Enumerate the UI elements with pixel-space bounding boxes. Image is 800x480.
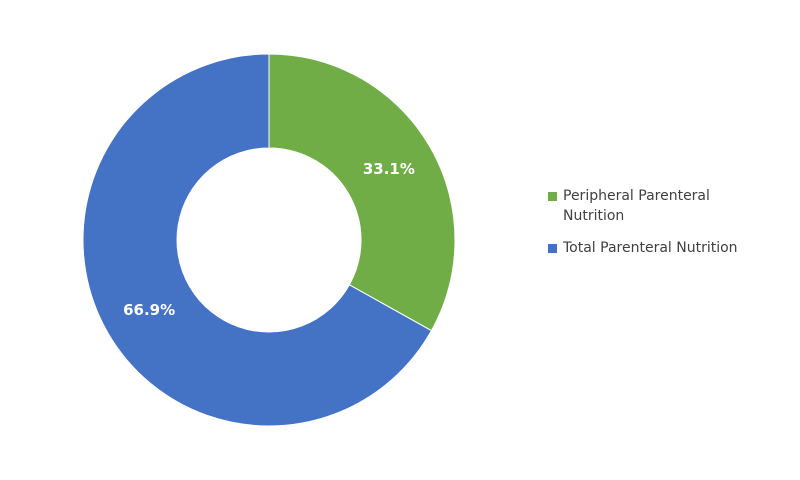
legend-label: Total Parenteral Nutrition: [563, 240, 738, 256]
legend: Peripheral Parenteral Nutrition Total Par…: [548, 186, 788, 270]
legend-label: Peripheral Parenteral Nutrition: [563, 188, 710, 224]
legend-swatch: [548, 192, 557, 201]
legend-item: Total Parenteral Nutrition: [548, 238, 788, 258]
legend-swatch: [548, 244, 557, 253]
slice: [268, 53, 456, 332]
plot: 33.1% 66.9%: [82, 53, 456, 427]
slice: [82, 53, 433, 427]
value-label: 33.1%: [363, 160, 415, 178]
legend-item: Peripheral Parenteral Nutrition: [548, 186, 788, 226]
value-label: 66.9%: [123, 301, 175, 319]
